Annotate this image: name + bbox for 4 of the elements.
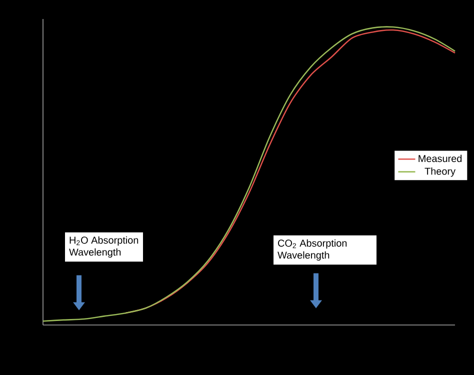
annotation: CO$_{2}$ Absorption Wavelength xyxy=(278,239,347,261)
legend-label: Theory xyxy=(424,167,456,177)
annotation: H$_{2}$O Absorption Wavelength xyxy=(69,236,138,258)
legend-label: Measured xyxy=(418,154,462,162)
